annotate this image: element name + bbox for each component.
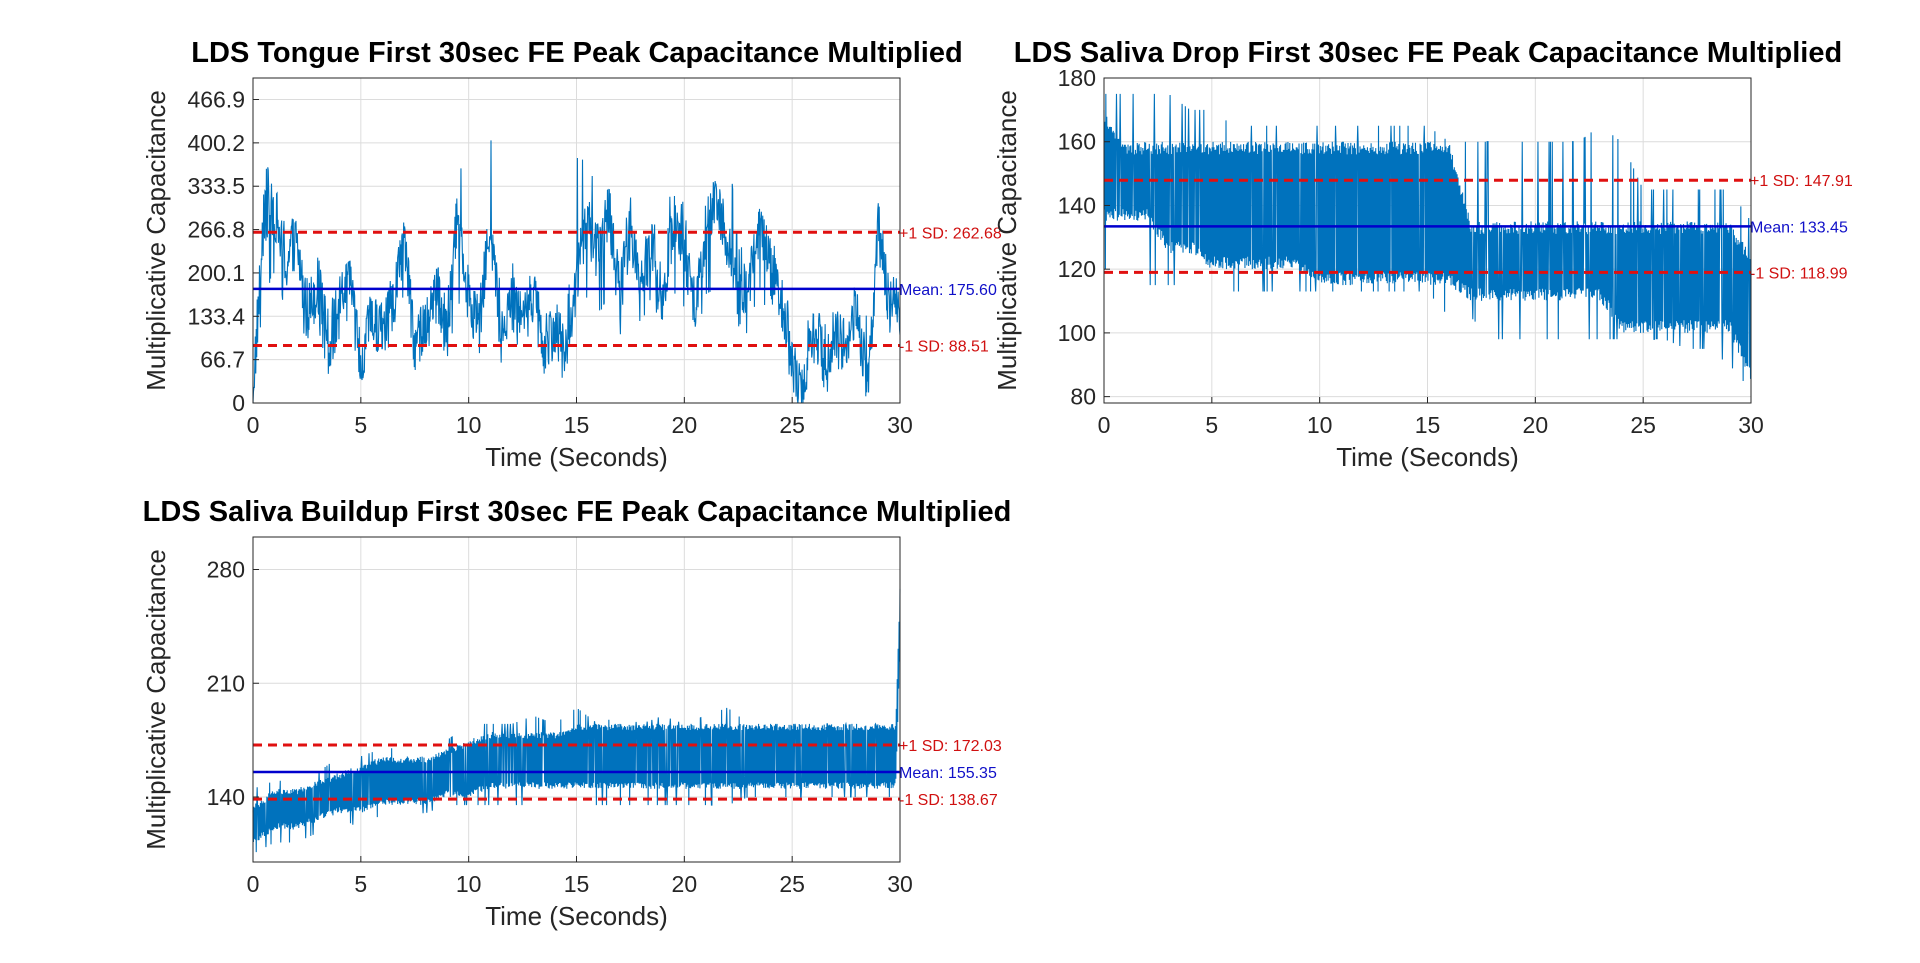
x-tick-label: 30 [887, 871, 913, 897]
chart-tongue: +1 SD: 262.68 Mean: 175.60 -1 SD: 88.51 0 5 1… [141, 37, 1002, 472]
y-tick-label: 280 [207, 557, 245, 583]
x-tick-label: 0 [247, 871, 260, 897]
y-tick-label: 140 [1058, 192, 1096, 218]
x-tick-label: 5 [354, 871, 367, 897]
x-tick-label: 25 [779, 412, 805, 438]
y-tick-label: 466.9 [187, 87, 245, 113]
minus-sd-label: -1 SD: 138.67 [899, 792, 998, 809]
y-axis-label: Multiplicative Capacitance [141, 549, 171, 850]
x-tick-label: 0 [1098, 412, 1111, 438]
y-axis-label: Multiplicative Capacitance [141, 90, 171, 391]
mean-label: Mean: 175.60 [899, 282, 997, 299]
x-tick-label: 20 [672, 871, 698, 897]
x-tick-label: 20 [672, 412, 698, 438]
y-tick-label: 400.2 [187, 130, 245, 156]
mean-label: Mean: 133.45 [1750, 219, 1848, 236]
signal-trace [252, 140, 901, 404]
y-tick-label: 266.8 [187, 217, 245, 243]
plus-sd-label: +1 SD: 262.68 [899, 225, 1002, 242]
chart-saliva-drop: +1 SD: 147.91 Mean: 133.45 -1 SD: 118.99 0 5… [992, 37, 1853, 472]
y-tick-label: 100 [1058, 320, 1096, 346]
x-tick-label: 30 [1738, 412, 1764, 438]
x-tick-label: 10 [1307, 412, 1333, 438]
chart-title: LDS Saliva Drop First 30sec FE Peak Capa… [1014, 37, 1842, 69]
x-tick-label: 10 [456, 871, 482, 897]
minus-sd-label: -1 SD: 118.99 [1750, 265, 1848, 282]
x-tick-label: 15 [564, 871, 590, 897]
chart-saliva-buildup: +1 SD: 172.03 Mean: 155.35 -1 SD: 138.67 0 5… [141, 496, 1011, 931]
x-tick-label: 5 [1205, 412, 1218, 438]
x-axis-label: Time (Seconds) [485, 901, 668, 931]
x-tick-label: 15 [1415, 412, 1441, 438]
x-tick-label: 10 [456, 412, 482, 438]
x-axis-label: Time (Seconds) [485, 442, 668, 472]
chart-title: LDS Saliva Buildup First 30sec FE Peak C… [143, 496, 1012, 528]
signal-trace [1103, 93, 1752, 381]
x-tick-label: 5 [354, 412, 367, 438]
x-tick-label: 0 [247, 412, 260, 438]
y-tick-label: 80 [1070, 384, 1096, 410]
y-tick-label: 0 [232, 390, 245, 416]
x-tick-label: 30 [887, 412, 913, 438]
y-tick-label: 66.7 [200, 347, 245, 373]
signal-trace [252, 588, 901, 853]
x-tick-label: 15 [564, 412, 590, 438]
chart-title: LDS Tongue First 30sec FE Peak Capacitan… [191, 37, 962, 69]
plus-sd-label: +1 SD: 147.91 [1750, 173, 1853, 190]
x-tick-label: 25 [779, 871, 805, 897]
x-tick-label: 20 [1523, 412, 1549, 438]
y-tick-label: 333.5 [187, 173, 245, 199]
y-tick-label: 210 [207, 670, 245, 696]
mean-label: Mean: 155.35 [899, 765, 997, 782]
y-tick-label: 140 [207, 784, 245, 810]
x-tick-label: 25 [1630, 412, 1656, 438]
minus-sd-label: -1 SD: 88.51 [899, 338, 989, 355]
y-tick-label: 200.1 [187, 260, 245, 286]
y-tick-label: 120 [1058, 256, 1096, 282]
y-tick-label: 160 [1058, 129, 1096, 155]
x-axis-label: Time (Seconds) [1336, 442, 1519, 472]
y-tick-label: 180 [1058, 65, 1096, 91]
y-axis-label: Multiplicative Capacitance [992, 90, 1022, 391]
y-tick-label: 133.4 [187, 303, 245, 329]
plus-sd-label: +1 SD: 172.03 [899, 738, 1002, 755]
